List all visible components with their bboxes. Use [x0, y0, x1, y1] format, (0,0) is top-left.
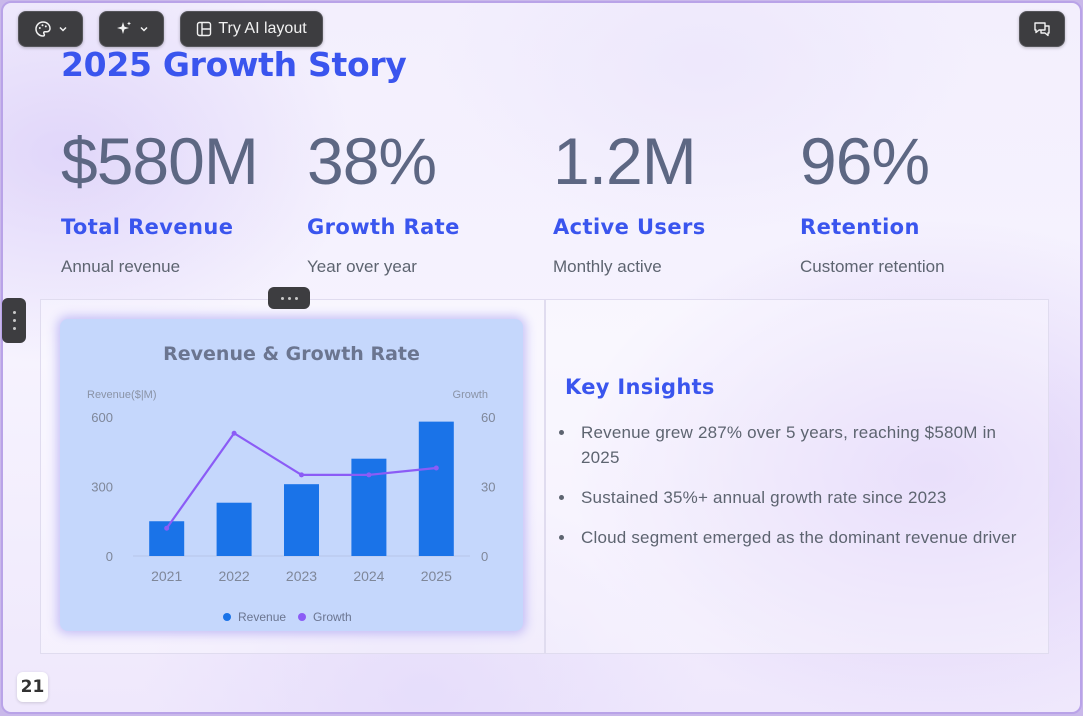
- y2-tick-label: 30: [481, 480, 495, 495]
- handle-dot: [280, 296, 284, 300]
- point-growth-2022: [231, 430, 237, 436]
- point-growth-2021: [164, 525, 170, 531]
- x-tick-label: 2021: [151, 568, 182, 584]
- point-growth-2025: [433, 465, 439, 471]
- insight-item: Sustained 35%+ annual growth rate since …: [559, 485, 1029, 510]
- stat-label: Active Users: [553, 215, 706, 239]
- slide-title[interactable]: 2025 Growth Story: [61, 45, 407, 84]
- insights-title[interactable]: Key Insights: [565, 375, 715, 399]
- stat-active-users[interactable]: 1.2M Active Users Monthly active: [553, 121, 793, 277]
- legend-label-revenue: Revenue: [238, 610, 286, 624]
- try-ai-layout-button[interactable]: Try AI layout: [180, 11, 323, 47]
- y-axis-title: Revenue($|M): [87, 389, 157, 401]
- y-tick-label: 300: [91, 480, 113, 495]
- handle-dot: [294, 296, 298, 300]
- chat-icon: [1034, 22, 1050, 37]
- layout-icon: [197, 21, 212, 37]
- y-tick-label: 0: [106, 549, 113, 564]
- y2-tick-label: 60: [481, 410, 495, 425]
- insight-item: Cloud segment emerged as the dominant re…: [559, 525, 1029, 550]
- y-tick-label: 600: [91, 410, 113, 425]
- palette-icon: [34, 21, 51, 37]
- bar-revenue-2022: [216, 502, 252, 556]
- stat-label: Growth Rate: [307, 215, 460, 239]
- column-drag-handle[interactable]: [2, 298, 26, 343]
- stat-subtitle: Customer retention: [800, 257, 945, 276]
- stat-value: $580M: [61, 124, 259, 198]
- y2-axis-title: Growth: [453, 389, 488, 401]
- chart-svg: Revenue($|M) Growth 0 300 600 0 30 60 2021 2022 20…: [87, 389, 495, 624]
- point-growth-2024: [366, 472, 372, 478]
- column-divider: [544, 300, 546, 653]
- insights-list[interactable]: Revenue grew 287% over 5 years, reaching…: [559, 420, 1029, 565]
- insight-item: Revenue grew 287% over 5 years, reaching…: [559, 420, 1029, 470]
- chevron-down-icon: [139, 26, 148, 32]
- stat-label: Retention: [800, 215, 920, 239]
- x-tick-label: 2024: [353, 568, 384, 584]
- stat-subtitle: Year over year: [307, 257, 417, 276]
- stat-subtitle: Monthly active: [553, 257, 662, 276]
- theme-menu-button[interactable]: [18, 11, 83, 47]
- legend-marker-growth: [298, 613, 306, 621]
- chart-title: Revenue & Growth Rate: [163, 343, 420, 365]
- stat-growth-rate[interactable]: 38% Growth Rate Year over year: [307, 121, 547, 277]
- handle-dot: [12, 327, 16, 330]
- stat-total-revenue[interactable]: $580M Total Revenue Annual revenue: [61, 121, 301, 277]
- chevron-down-icon: [58, 26, 67, 32]
- stat-subtitle: Annual revenue: [61, 257, 181, 276]
- stat-value: 96%: [800, 124, 930, 198]
- x-tick-label: 2022: [219, 568, 250, 584]
- handle-dot: [287, 296, 291, 300]
- comments-button[interactable]: [1019, 11, 1065, 47]
- bar-revenue-2023: [284, 484, 319, 556]
- ai-menu-button[interactable]: [99, 11, 164, 47]
- handle-dot: [12, 319, 16, 322]
- handle-dot: [12, 311, 16, 314]
- stat-value: 38%: [307, 124, 437, 198]
- stat-value: 1.2M: [553, 124, 697, 198]
- sparkle-icon: [116, 21, 131, 34]
- legend-label-growth: Growth: [313, 610, 352, 624]
- legend-marker-revenue: [223, 613, 231, 621]
- stat-retention[interactable]: 96% Retention Customer retention: [800, 121, 1040, 277]
- page-number-badge: 21: [17, 672, 48, 702]
- stat-label: Total Revenue: [61, 215, 234, 239]
- chart-card[interactable]: Revenue & Growth Rate Revenue($|M) Growth…: [60, 319, 523, 631]
- y2-tick-label: 0: [481, 549, 488, 564]
- x-tick-label: 2023: [286, 568, 317, 584]
- x-tick-label: 2025: [421, 568, 452, 584]
- point-growth-2023: [299, 472, 304, 478]
- bar-revenue-2025: [418, 421, 454, 556]
- block-drag-handle[interactable]: [268, 287, 310, 309]
- try-ai-layout-label: Try AI layout: [218, 20, 307, 37]
